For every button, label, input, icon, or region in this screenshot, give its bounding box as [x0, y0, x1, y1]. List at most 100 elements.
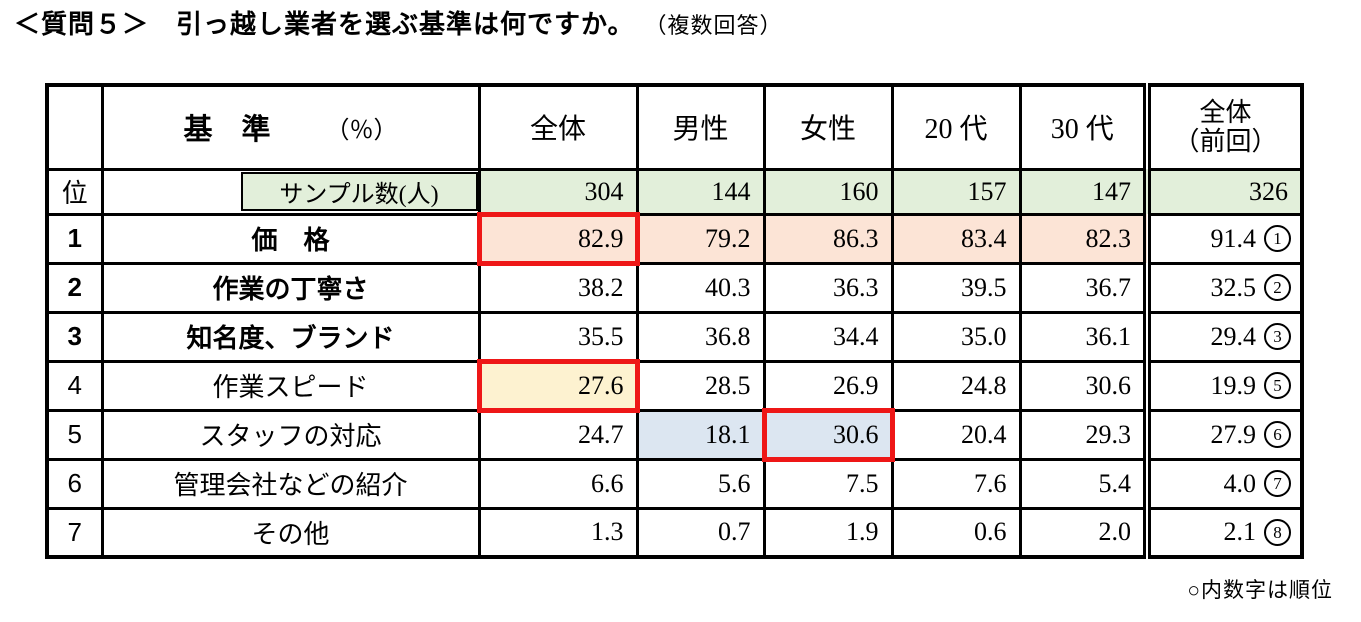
value-cell-female: 86.3 [762, 212, 894, 265]
survey-table-wrapper: 基 準 （％） 全体 男性 女性 20 代 30 代 全体 （前回） [45, 83, 1304, 559]
rank-cell: 2 [45, 261, 104, 314]
page-title: ＜質問５＞ 引っ越し業者を選ぶ基準は何ですか。 （複数回答） [14, 4, 783, 41]
prev-value: 27.9 [1210, 419, 1257, 449]
value-cell-age30: 30.6 [1018, 359, 1149, 412]
value-cell-age30: 5.4 [1018, 457, 1149, 510]
prev-header-line1: 全体 [1199, 98, 1252, 128]
prev-value: 19.9 [1210, 370, 1257, 400]
criteria-header-label: 基 準 [183, 114, 271, 147]
value-cell-zentai-highlighted: 82.9 [477, 212, 641, 267]
table-row-brand: 3 知名度、ブランド 35.5 36.8 34.4 35.0 36.1 29.4… [45, 310, 1304, 363]
criteria-cell: スタッフの対応 [100, 408, 481, 461]
value-cell-zentai: 35.5 [477, 310, 639, 363]
rank-header-spacer [45, 83, 104, 171]
value-cell-female: 36.3 [762, 261, 894, 314]
prev-rank-circle: 7 [1264, 470, 1291, 497]
value-cell-age30: 2.0 [1018, 506, 1149, 559]
value-cell-male: 36.8 [635, 310, 766, 363]
value-cell-male: 79.2 [635, 212, 766, 265]
value-cell-age20: 35.0 [890, 310, 1022, 363]
value-cell-female: 7.5 [762, 457, 894, 510]
prev-value: 29.4 [1210, 321, 1257, 351]
value-cell-female-highlighted: 30.6 [762, 408, 896, 463]
criteria-cell: 知名度、ブランド [100, 310, 481, 363]
prev-value-cell: 19.9 5 [1143, 359, 1304, 412]
sample-count-row: 位 サンプル数(人) 304 144 160 157 147 326 [45, 167, 1304, 216]
prev-value-cell: 91.4 1 [1143, 212, 1304, 265]
sample-count-zentai: 304 [477, 167, 639, 216]
column-header-age30: 30 代 [1018, 83, 1149, 171]
prev-value-cell: 2.1 8 [1143, 506, 1304, 559]
prev-value-cell: 29.4 3 [1143, 310, 1304, 363]
prev-value: 32.5 [1210, 272, 1257, 302]
value-cell-age20: 7.6 [890, 457, 1022, 510]
sample-count-female: 160 [762, 167, 894, 216]
prev-value: 4.0 [1223, 468, 1257, 498]
value-cell-age30: 36.1 [1018, 310, 1149, 363]
criteria-cell: 価 格 [100, 212, 481, 265]
prev-value-cell: 27.9 6 [1143, 408, 1304, 461]
value-cell-female: 34.4 [762, 310, 894, 363]
table-row-speed: 4 作業スピード 27.6 28.5 26.9 24.8 30.6 19.9 5 [45, 359, 1304, 414]
question-title-suffix: （複数回答） [644, 13, 783, 38]
prev-rank-circle: 6 [1264, 421, 1291, 448]
sample-count-male: 144 [635, 167, 766, 216]
rank-cell: 1 [45, 212, 104, 265]
table-row-carefulness: 2 作業の丁寧さ 38.2 40.3 36.3 39.5 36.7 32.5 2 [45, 261, 1304, 314]
value-cell-age30: 36.7 [1018, 261, 1149, 314]
criteria-cell: 作業スピード [100, 359, 481, 412]
prev-rank-circle: 2 [1264, 274, 1291, 301]
sample-label-cell: サンプル数(人) [100, 167, 481, 216]
column-header-zentai: 全体 [477, 83, 639, 171]
sample-count-previous: 326 [1143, 167, 1304, 216]
column-header-previous: 全体 （前回） [1143, 83, 1304, 171]
value-cell-male-highlighted: 18.1 [635, 408, 766, 461]
value-cell-female: 1.9 [762, 506, 894, 559]
criteria-cell: その他 [100, 506, 481, 559]
table-row-staff: 5 スタッフの対応 24.7 18.1 30.6 20.4 29.3 27.9 … [45, 408, 1304, 463]
prev-value: 2.1 [1223, 517, 1257, 547]
value-cell-age20: 83.4 [890, 212, 1022, 265]
value-cell-male: 0.7 [635, 506, 766, 559]
value-cell-age20: 24.8 [890, 359, 1022, 412]
column-header-male: 男性 [635, 83, 766, 171]
value-cell-age20: 0.6 [890, 506, 1022, 559]
value-cell-zentai: 38.2 [477, 261, 639, 314]
value-cell-male: 5.6 [635, 457, 766, 510]
rank-cell: 6 [45, 457, 104, 510]
table-row-other: 7 その他 1.3 0.7 1.9 0.6 2.0 2.1 8 [45, 506, 1304, 559]
value-cell-zentai-highlighted: 27.6 [477, 359, 641, 414]
survey-table: 基 準 （％） 全体 男性 女性 20 代 30 代 全体 （前回） [45, 83, 1304, 559]
criteria-unit-label: （％） [325, 117, 398, 144]
footnote: ○内数字は順位 [1187, 578, 1333, 602]
value-cell-age20: 20.4 [890, 408, 1022, 461]
rank-header-label: 位 [45, 167, 104, 216]
prev-rank-circle: 5 [1264, 372, 1291, 399]
prev-rank-circle: 8 [1264, 518, 1291, 546]
criteria-cell: 作業の丁寧さ [100, 261, 481, 314]
prev-header-line2: （前回） [1173, 127, 1278, 157]
criteria-cell: 管理会社などの紹介 [100, 457, 481, 510]
criteria-header-cell: 基 準 （％） [100, 83, 481, 171]
column-header-female: 女性 [762, 83, 894, 171]
value-cell-age30: 29.3 [1018, 408, 1149, 461]
rank-cell: 4 [45, 359, 104, 412]
prev-value: 91.4 [1210, 223, 1257, 253]
prev-rank-circle: 1 [1264, 225, 1291, 252]
sample-label: サンプル数(人) [240, 172, 478, 211]
prev-value-cell: 32.5 2 [1143, 261, 1304, 314]
value-cell-female: 26.9 [762, 359, 894, 412]
rank-cell: 5 [45, 408, 104, 461]
rank-cell: 3 [45, 310, 104, 363]
value-cell-zentai: 1.3 [477, 506, 639, 559]
value-cell-age20: 39.5 [890, 261, 1022, 314]
column-header-age20: 20 代 [890, 83, 1022, 171]
table-row-price: 1 価 格 82.9 79.2 86.3 83.4 82.3 91.4 1 [45, 212, 1304, 267]
question-title: ＜質問５＞ 引っ越し業者を選ぶ基準は何ですか。 [14, 9, 635, 39]
value-cell-male: 40.3 [635, 261, 766, 314]
sample-count-age30: 147 [1018, 167, 1149, 216]
sample-count-age20: 157 [890, 167, 1022, 216]
prev-value-cell: 4.0 7 [1143, 457, 1304, 510]
prev-rank-circle: 3 [1264, 323, 1291, 350]
value-cell-zentai: 6.6 [477, 457, 639, 510]
